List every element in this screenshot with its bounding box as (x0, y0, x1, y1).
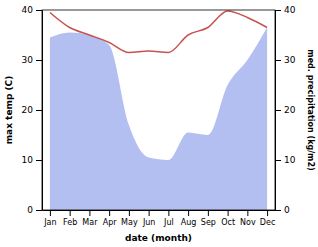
y-axis-tick-mark (36, 210, 42, 211)
y2-axis-tick-label: 40 (284, 5, 296, 15)
x-axis-tick-mark (247, 210, 248, 216)
y2-axis-tick-mark (275, 60, 281, 61)
x-axis-tick: Apr (103, 210, 118, 227)
x-axis-tick-label: Jun (142, 218, 156, 227)
y2-axis-tick-mark (275, 10, 281, 11)
x-axis-tick-mark (109, 210, 110, 216)
y2-axis: 0 10 20 30 40 (275, 5, 296, 215)
y2-axis-tick-label: 0 (284, 205, 290, 215)
y-axis-tick-mark (36, 110, 42, 111)
y-axis-tick-label: 10 (22, 155, 34, 165)
x-axis-tick: May (121, 210, 138, 227)
x-axis-tick-label: Jul (163, 218, 174, 227)
x-axis-tick: Jul (163, 210, 174, 227)
x-axis-tick-mark (129, 210, 130, 216)
x-axis-tick: Dec (260, 210, 275, 227)
x-axis-tick-mark (228, 210, 229, 216)
y2-axis-tick-mark (275, 210, 281, 211)
x-axis-tick-mark (70, 210, 71, 216)
x-axis-line (43, 210, 276, 211)
y-axis-tick: 10 (22, 155, 42, 165)
x-axis-tick: Oct (221, 210, 235, 227)
y2-axis-tick: 0 (275, 205, 290, 215)
plot: Jan Feb Mar AprMay Jun Jul Aug Sep Oct Nov Dec 0 10 2… (4, 5, 315, 243)
y-axis-tick-mark (36, 160, 42, 161)
x-axis-tick-mark (149, 210, 150, 216)
y-axis-tick: 20 (22, 105, 42, 115)
x-axis-tick-label: Apr (103, 218, 118, 227)
x-axis-tick: Jan (43, 210, 56, 227)
x-axis-tick-label: May (121, 218, 138, 227)
y2-axis-tick-label: 20 (284, 105, 296, 115)
x-axis: Jan Feb Mar AprMay Jun Jul Aug Sep Oct Nov Dec (43, 210, 276, 227)
x-axis-tick-label: Nov (240, 218, 256, 227)
y-axis-tick: 30 (22, 55, 42, 65)
y2-axis-title: med. precipitation (kg/m2) (306, 49, 315, 170)
y-axis-line (42, 11, 43, 211)
x-axis-tick-mark (267, 210, 268, 216)
x-axis-tick-mark (50, 210, 51, 216)
y-axis-tick-label: 20 (22, 105, 34, 115)
frame (42, 10, 275, 210)
x-axis-tick: Sep (201, 210, 216, 227)
x-axis-title: date (month) (125, 233, 192, 243)
x-axis-tick: Aug (181, 210, 197, 227)
x-axis-tick: Feb (63, 210, 77, 227)
y-axis-tick: 0 (27, 205, 42, 215)
x-axis-tick-label: Oct (221, 218, 235, 227)
y2-axis-tick: 10 (275, 155, 296, 165)
y-axis: 0 10 20 30 40 (22, 5, 43, 215)
y-axis-tick: 40 (22, 5, 42, 15)
y-axis-title: max temp (C) (4, 76, 14, 145)
x-axis-tick-mark (208, 210, 209, 216)
x-axis-tick: Jun (142, 210, 156, 227)
y-axis-tick-mark (36, 10, 42, 11)
chart: Jan Feb Mar AprMay Jun Jul Aug Sep Oct Nov Dec 0 10 2… (0, 0, 318, 247)
y-axis-tick-label: 0 (27, 205, 33, 215)
y-axis-tick-label: 40 (22, 5, 34, 15)
y2-axis-tick-label: 10 (284, 155, 296, 165)
x-axis-tick-label: Aug (181, 218, 197, 227)
y2-axis-tick-mark (275, 110, 281, 111)
y2-axis-tick-label: 30 (284, 55, 296, 65)
y-axis-tick-mark (36, 60, 42, 61)
x-axis-tick-label: Dec (260, 218, 275, 227)
y2-axis-tick: 20 (275, 105, 296, 115)
x-axis-tick-label: Mar (82, 218, 98, 227)
x-axis-tick-mark (89, 210, 90, 216)
x-axis-tick-label: Sep (201, 218, 216, 227)
temperature-line (50, 11, 267, 53)
x-axis-tick: Mar (82, 210, 98, 227)
x-axis-tick-mark (188, 210, 189, 216)
x-axis-tick-mark (168, 210, 169, 216)
y2-axis-tick: 40 (275, 5, 296, 15)
x-axis-tick-label: Feb (63, 218, 77, 227)
marks (50, 11, 267, 210)
x-axis-tick-label: Jan (43, 218, 56, 227)
x-axis-tick: Nov (240, 210, 256, 227)
y2-axis-tick: 30 (275, 55, 296, 65)
y-axis-tick-label: 30 (22, 55, 34, 65)
precipitation-area (50, 28, 267, 211)
y2-axis-tick-mark (275, 160, 281, 161)
